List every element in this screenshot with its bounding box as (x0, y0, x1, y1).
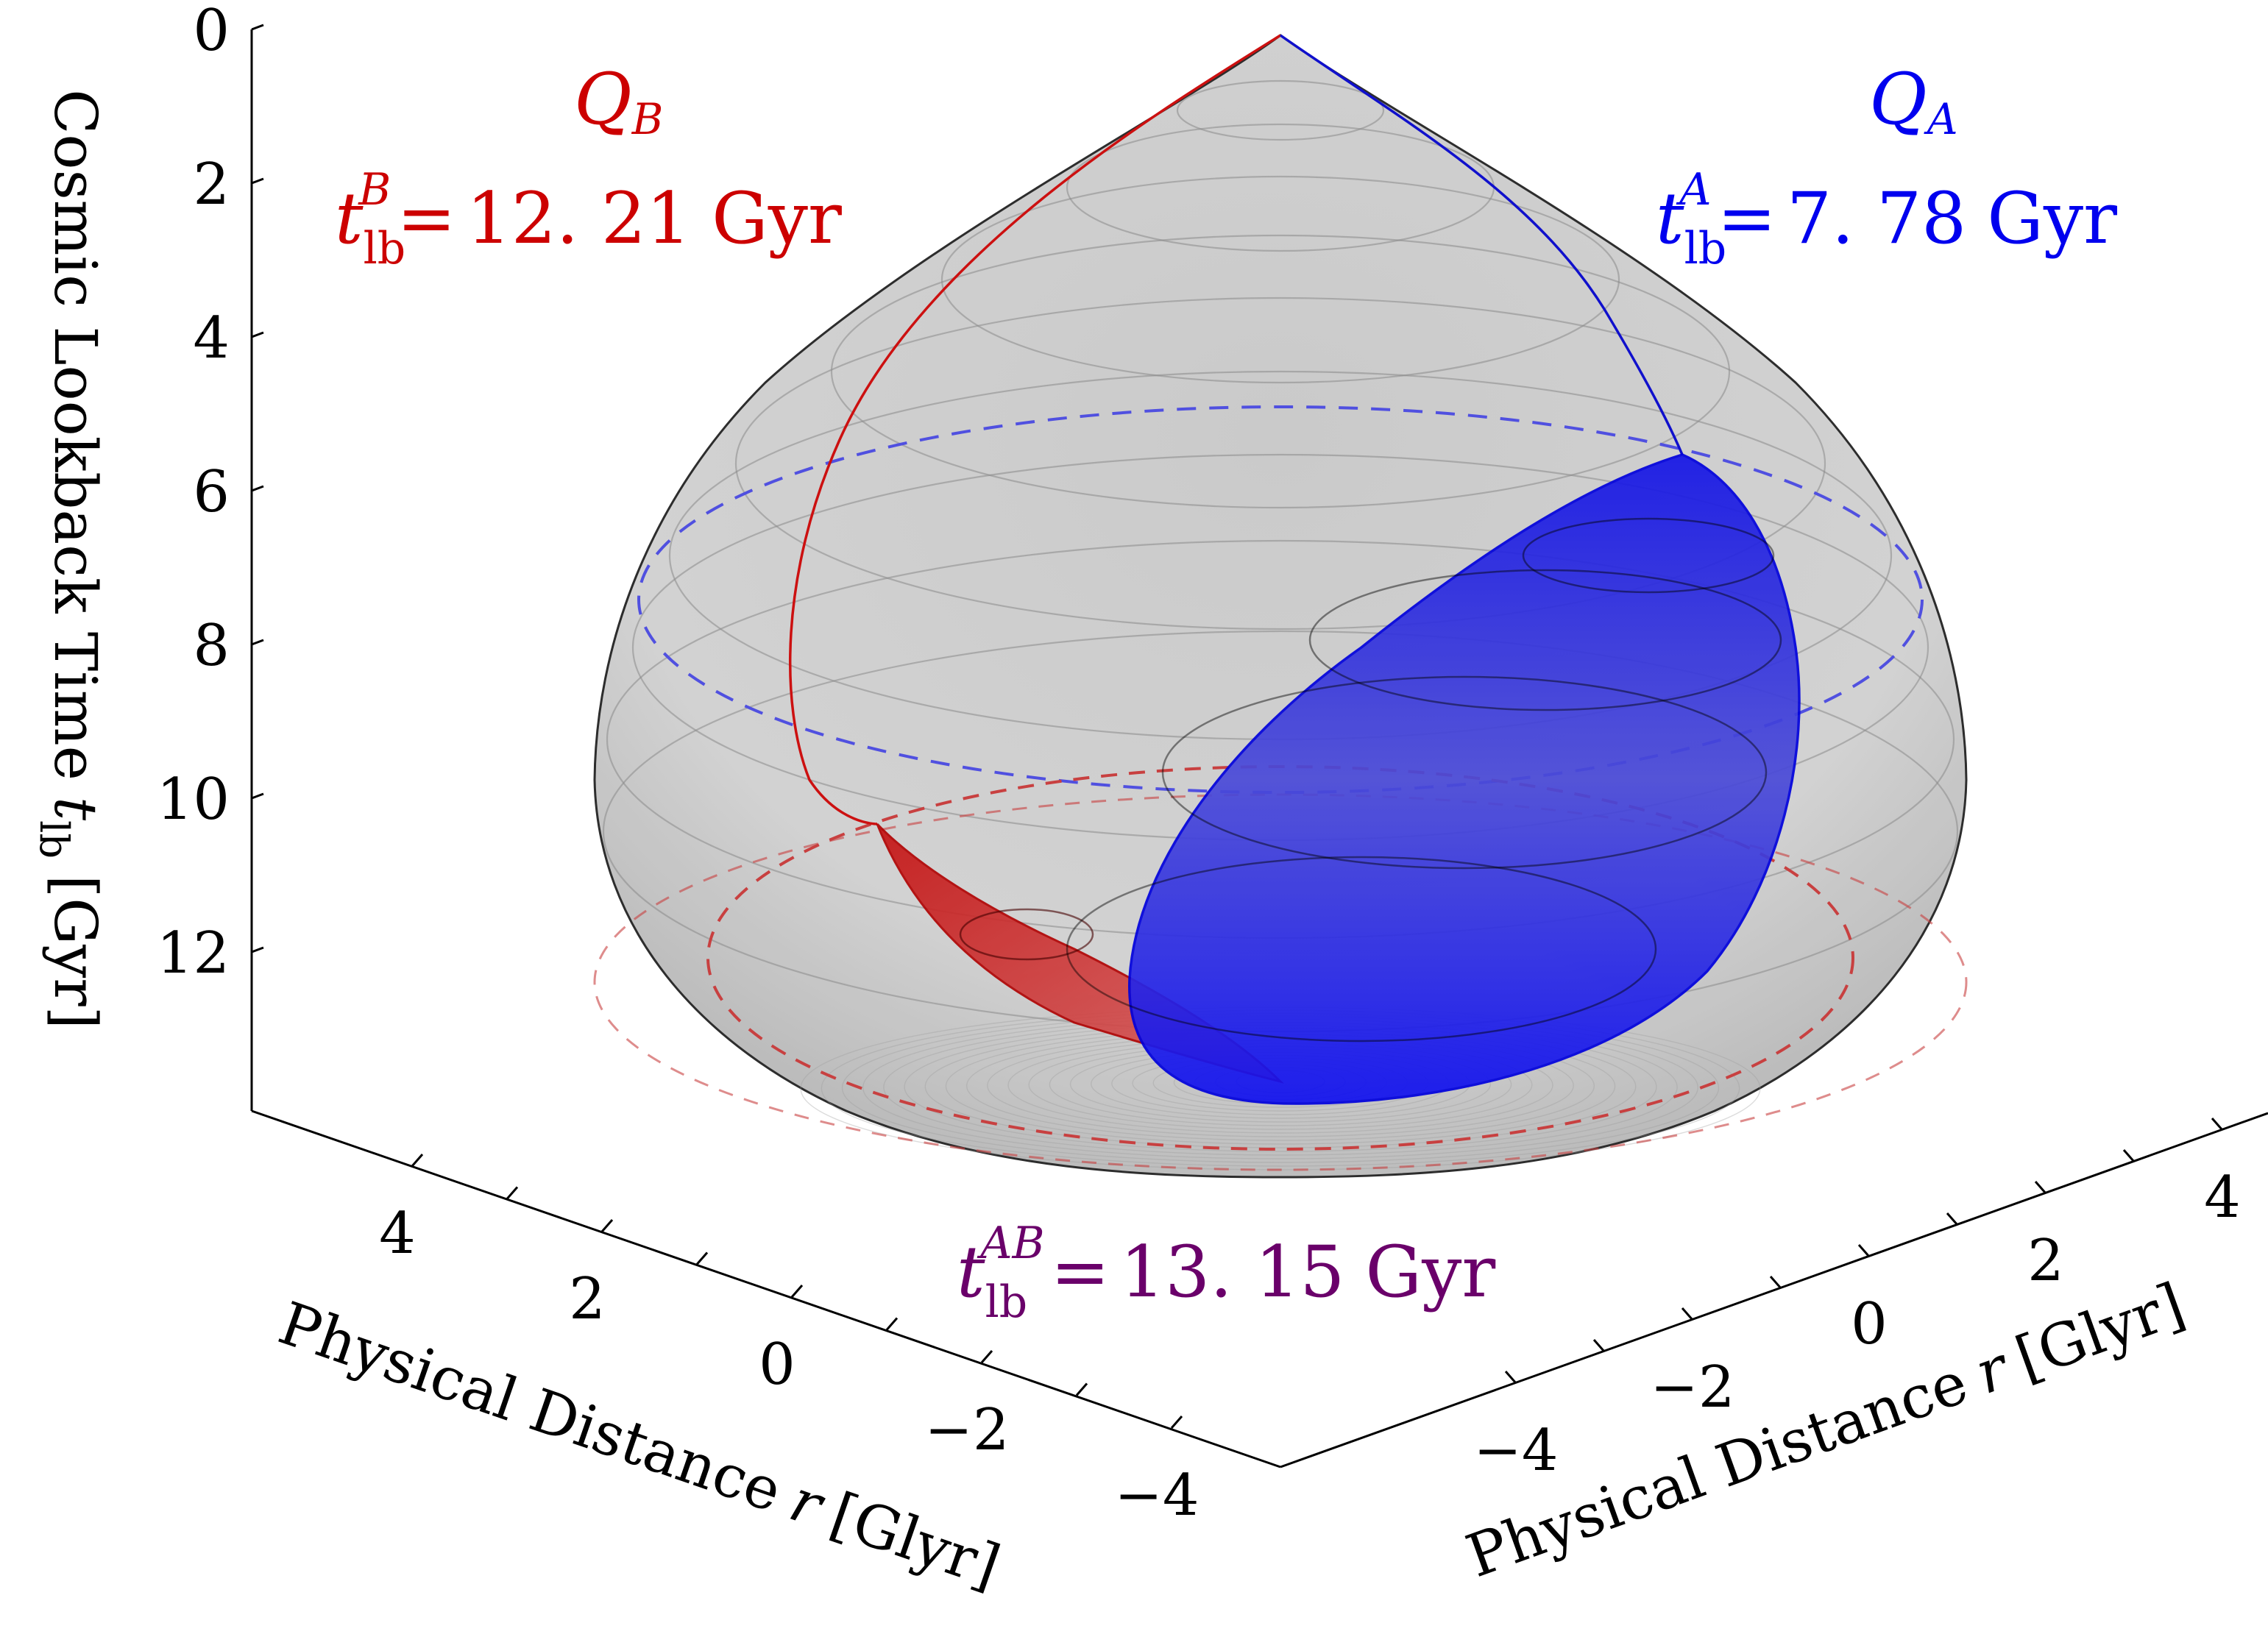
z-tick-label: 0 (193, 0, 230, 64)
x-left-tick-label: −2 (925, 1397, 1010, 1463)
qa-cone-rings (1066, 517, 1782, 1043)
x-left-minor-tick (695, 1251, 709, 1265)
axes-frame (250, 29, 2268, 1468)
x-right-tick-mark (1681, 1307, 1694, 1321)
qa-cone-ring (1522, 517, 1775, 594)
x-left-minor-tick (1075, 1382, 1088, 1396)
x-left-tick-mark (600, 1219, 614, 1232)
x-right-tick-mark (1857, 1244, 1871, 1257)
qa-cone-surface (1128, 453, 1801, 1105)
z-tick-label: 8 (193, 613, 230, 679)
x-right-tick-label: −4 (1474, 1418, 1559, 1484)
x-right-tick-label: 2 (2027, 1228, 2064, 1294)
x-left-tick-mark (411, 1154, 424, 1167)
z-tick-mark (251, 946, 264, 953)
qb-worldline (789, 34, 1281, 825)
qa-label: QA (1869, 58, 1958, 144)
qb-cone-ring (959, 908, 1094, 961)
x-right-tick-label: 4 (2204, 1165, 2241, 1231)
z-tick-mark (251, 24, 264, 31)
qa-annotation: QA tlbA= 7. 78 Gyr (1656, 58, 2117, 274)
cone-ring (734, 296, 1826, 631)
x-left-ticks: 4 2 0 −2 −4 (379, 1154, 1199, 1529)
qb-label: QB (574, 58, 663, 144)
z-tick-label: 10 (157, 767, 230, 833)
x-left-tick-label: 4 (379, 1201, 416, 1267)
qa-cone-ring (1308, 569, 1782, 711)
z-tick-mark (251, 485, 264, 492)
x-right-minor-tick (1946, 1212, 1959, 1226)
x-left-minor-tick (885, 1317, 899, 1331)
qa-worldline (1279, 34, 1684, 455)
z-tick-label: 6 (193, 459, 230, 525)
z-tick-mark (251, 177, 264, 185)
qa-lookback-text: tlbA= 7. 78 Gyr (1656, 164, 2117, 274)
x-right-tick-mark (2034, 1181, 2047, 1194)
qa-time-dashed-ring (637, 405, 1924, 794)
x-right-tick-mark (1504, 1371, 1517, 1384)
z-axis-title: Cosmic Lookback Timetlb[Gyr] (31, 89, 110, 1029)
x-axis-left-line (251, 1109, 1281, 1468)
cone-ring (940, 175, 1620, 384)
x-right-ticks: −4 −2 0 2 4 (1474, 1118, 2241, 1484)
qa-cone-ring (1066, 856, 1657, 1043)
x-right-tick-label: −2 (1651, 1354, 1735, 1421)
x-right-tick-label: 0 (1851, 1291, 1888, 1357)
x-left-tick-mark (980, 1350, 993, 1363)
x-axis-right-title: Physical Distancer[Glyr] (1458, 1270, 2193, 1591)
x-left-minor-tick (506, 1186, 519, 1200)
z-tick-label: 2 (193, 152, 230, 218)
qa-past-cone (1066, 453, 1801, 1105)
x-left-tick-label: −4 (1115, 1463, 1199, 1529)
x-left-tick-mark (790, 1285, 804, 1298)
qb-annotation: QB tlbB= 12. 21 Gyr (335, 58, 842, 274)
cone-ring (1176, 79, 1385, 141)
z-ticks: 0 2 4 6 8 10 12 (157, 0, 264, 987)
x-right-minor-tick (2122, 1149, 2136, 1162)
x-axis-right-line (1280, 1112, 2268, 1468)
qb-lookback-text: tlbB= 12. 21 Gyr (335, 164, 842, 274)
x-right-minor-tick (1769, 1276, 1782, 1289)
x-right-minor-tick (1592, 1339, 1606, 1352)
z-tick-mark (251, 331, 264, 338)
x-left-tick-mark (1170, 1416, 1183, 1429)
qa-cone-ring (1161, 675, 1768, 870)
qab-annotation: tlbAB= 13. 15 Gyr (957, 1218, 1495, 1328)
z-tick-mark (251, 792, 264, 800)
z-tick-mark (251, 639, 264, 646)
z-tick-label: 12 (157, 920, 230, 987)
qab-lookback-text: tlbAB= 13. 15 Gyr (957, 1218, 1495, 1328)
x-right-tick-mark (2211, 1118, 2224, 1131)
x-left-tick-label: 2 (569, 1266, 606, 1332)
x-left-tick-label: 0 (759, 1332, 795, 1398)
z-tick-label: 4 (193, 305, 230, 372)
cone-ring (830, 234, 1731, 509)
